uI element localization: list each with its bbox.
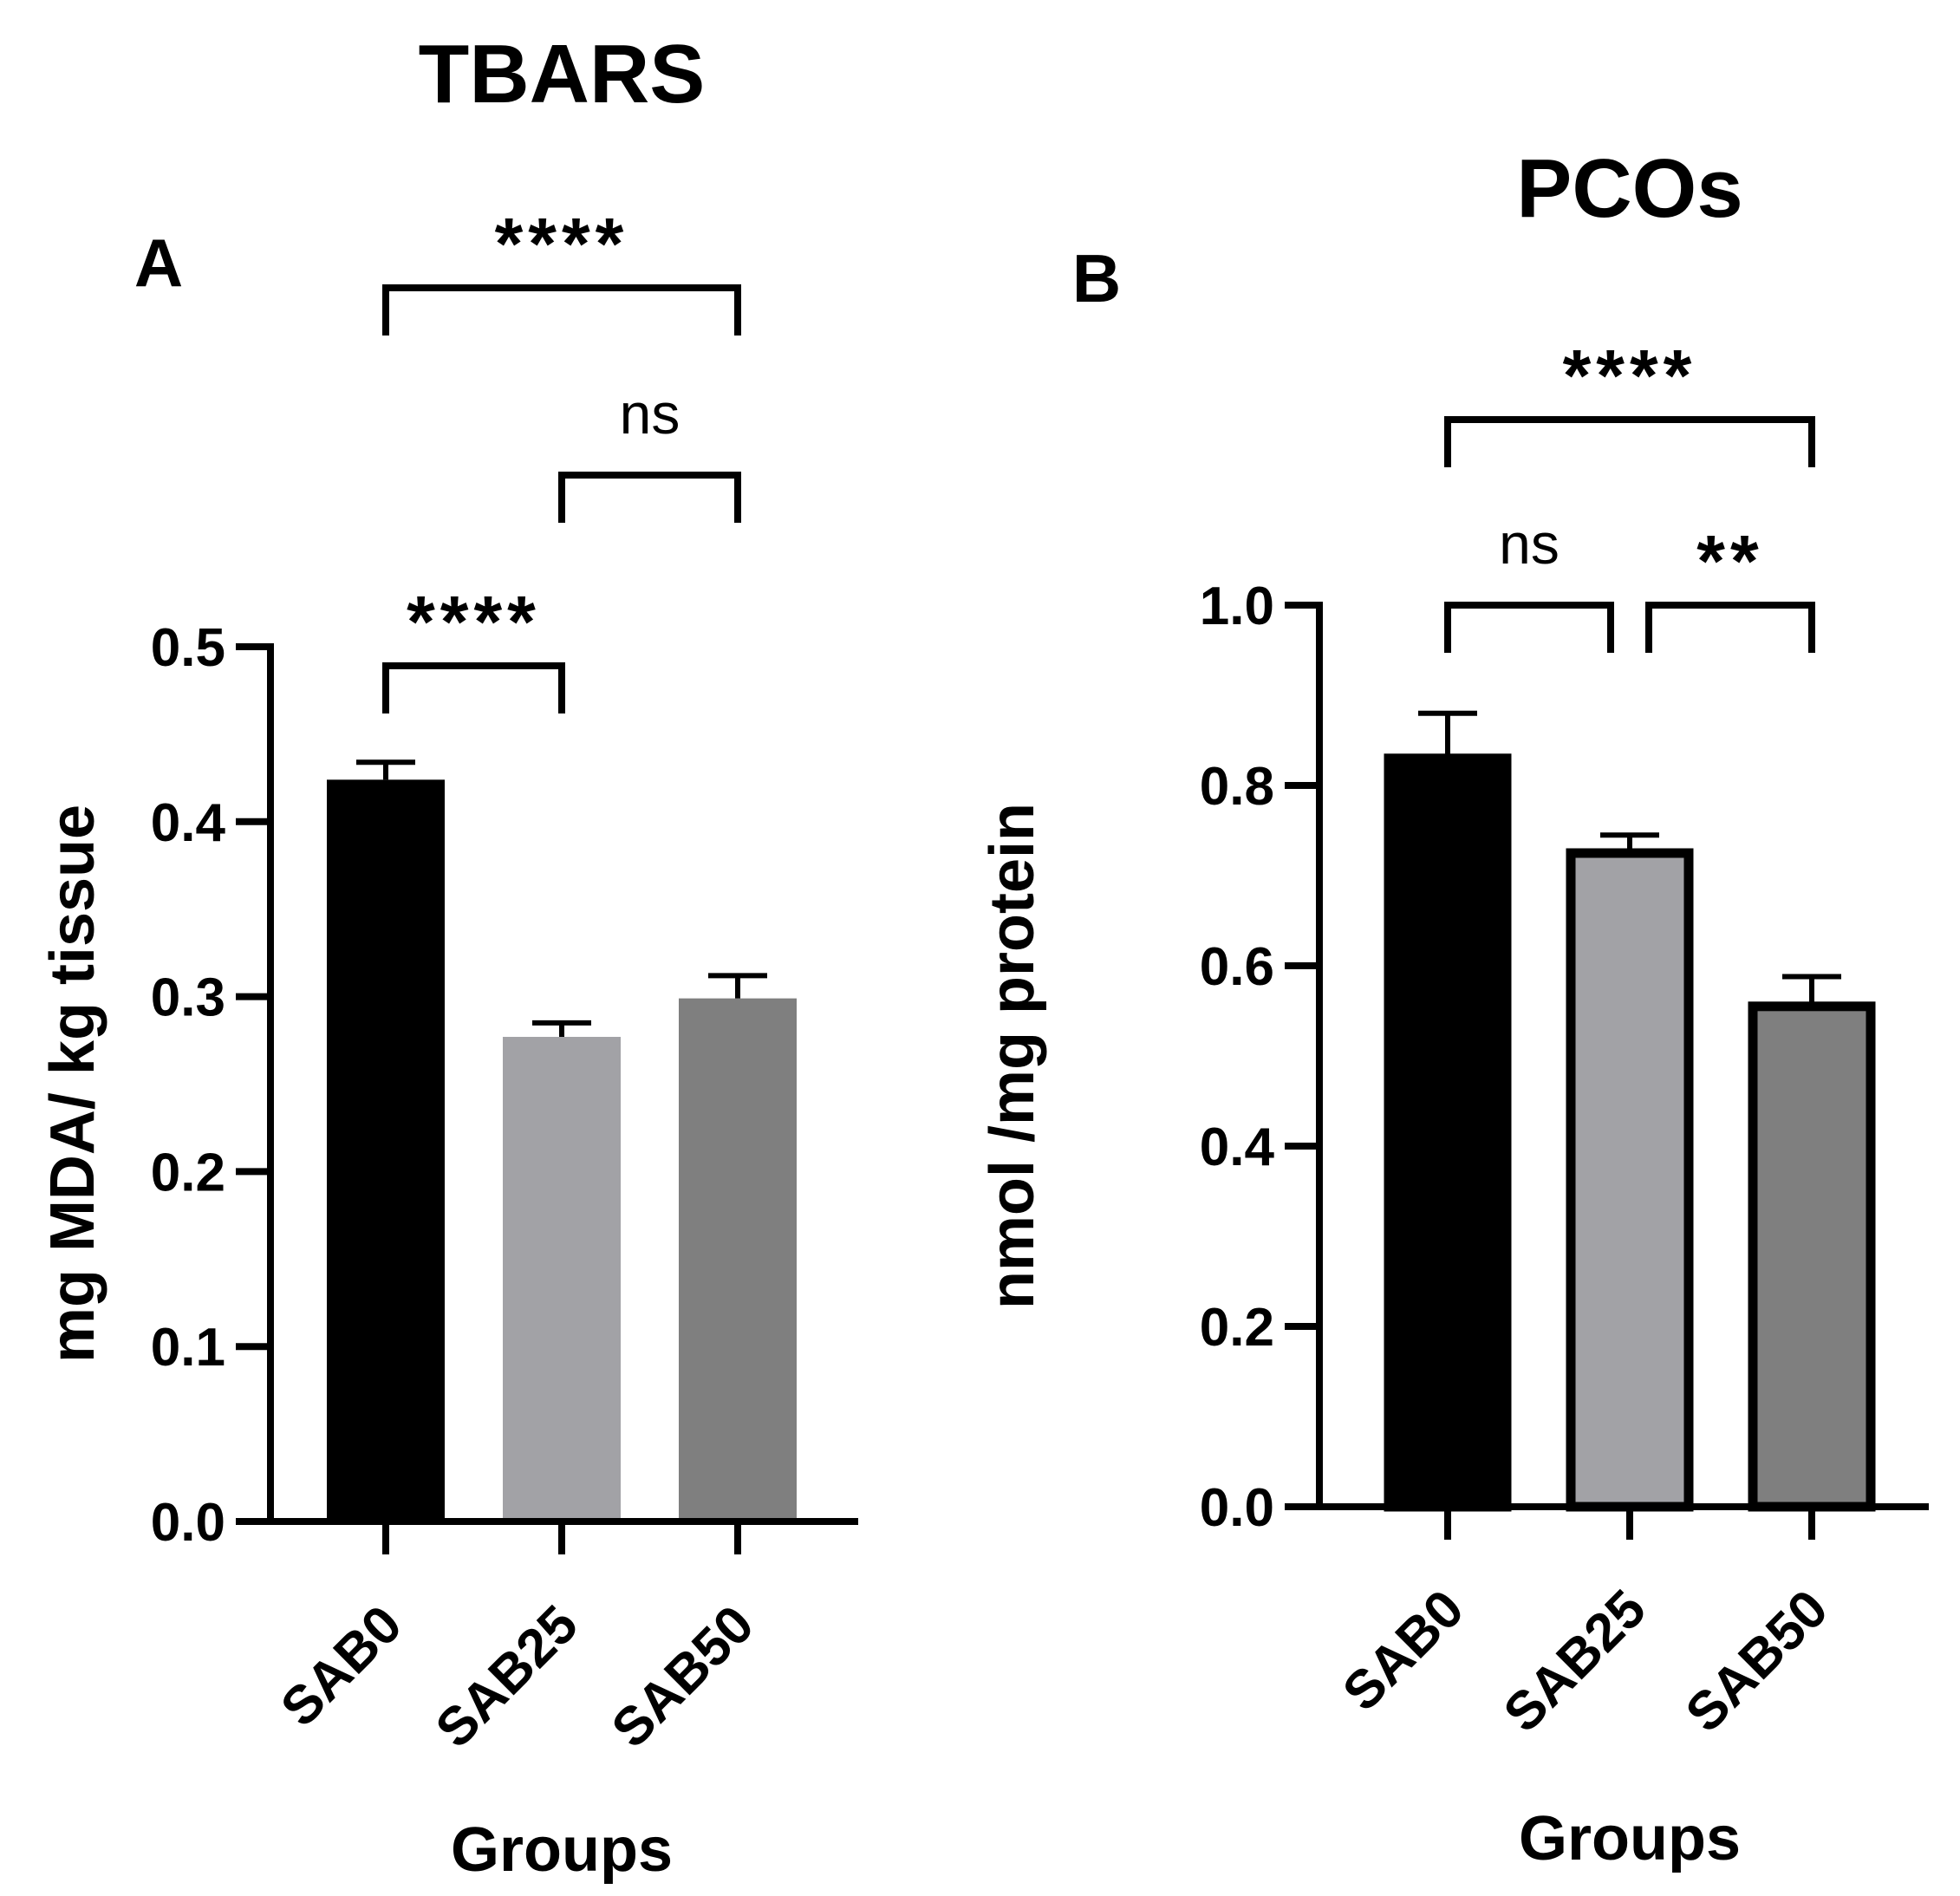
panel-letter: B bbox=[1072, 240, 1121, 316]
bar-sab25 bbox=[1566, 848, 1694, 1512]
chart-title: TBARS bbox=[419, 28, 706, 121]
y-tick-label: 1.0 bbox=[1200, 577, 1274, 636]
y-tick-label: 0.0 bbox=[1200, 1478, 1274, 1538]
significance-star-label: **** bbox=[407, 581, 541, 662]
significance-star-label: **** bbox=[495, 203, 629, 284]
significance-ns-label: ns bbox=[620, 381, 680, 446]
significance-ns-label: ns bbox=[1499, 511, 1560, 576]
significance-bracket bbox=[1444, 416, 1815, 467]
y-axis-title: nmol /mg protein bbox=[978, 803, 1047, 1309]
y-tick-label: 0.2 bbox=[151, 1143, 225, 1202]
y-tick-label: 0.4 bbox=[1200, 1117, 1275, 1177]
significance-bracket bbox=[1645, 602, 1815, 653]
x-category-label: SAB25 bbox=[425, 1594, 589, 1759]
significance-bracket bbox=[382, 284, 741, 336]
x-category-label: SAB0 bbox=[1332, 1579, 1475, 1723]
x-category-label: SAB25 bbox=[1493, 1579, 1657, 1743]
panel-b-pcos: PCOs B 0.0 0.2 0.4 0.6 0.8 1.0 SAB0 SAB25 SAB50 Gro… bbox=[978, 142, 1929, 1873]
panel-a-tbars: TBARS A 0.0 0.1 0.2 0.3 0.4 0.5 SAB0 SAB25 SAB50 Gr… bbox=[38, 28, 858, 1885]
bar-sab25 bbox=[503, 1037, 621, 1521]
bar-sab50 bbox=[679, 998, 797, 1521]
significance-bracket bbox=[558, 472, 741, 523]
x-category-label: SAB50 bbox=[601, 1594, 765, 1759]
x-axis-title: Groups bbox=[451, 1815, 673, 1885]
y-tick-label: 0.5 bbox=[151, 618, 225, 678]
y-axis-title: mg MDA/ kg tissue bbox=[38, 805, 107, 1363]
y-tick-label: 0.6 bbox=[1200, 937, 1274, 997]
significance-star-label: ** bbox=[1696, 520, 1763, 602]
significance-bracket bbox=[382, 662, 565, 713]
significance-bracket bbox=[1444, 602, 1614, 653]
y-tick-label: 0.3 bbox=[151, 968, 225, 1028]
panel-letter: A bbox=[134, 225, 183, 301]
y-tick-label: 0.0 bbox=[151, 1493, 225, 1553]
y-tick-label: 0.4 bbox=[151, 793, 226, 853]
x-category-label: SAB0 bbox=[270, 1594, 413, 1738]
bar-sab0 bbox=[1384, 753, 1512, 1512]
bar-sab0 bbox=[327, 779, 445, 1521]
y-tick-label: 0.1 bbox=[151, 1318, 225, 1378]
bar-sab50 bbox=[1748, 1001, 1876, 1512]
significance-star-label: **** bbox=[1563, 335, 1697, 416]
chart-title: PCOs bbox=[1516, 142, 1742, 235]
y-tick-label: 0.2 bbox=[1200, 1298, 1274, 1358]
x-category-label: SAB50 bbox=[1675, 1579, 1840, 1743]
x-axis-title: Groups bbox=[1519, 1804, 1741, 1873]
y-tick-label: 0.8 bbox=[1200, 757, 1274, 817]
